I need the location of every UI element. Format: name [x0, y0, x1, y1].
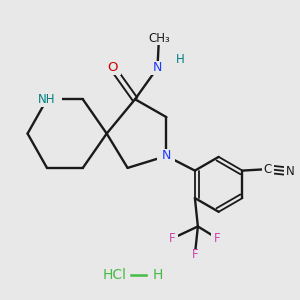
Bar — [284, 166, 296, 178]
Bar — [189, 249, 201, 261]
Bar — [144, 31, 174, 45]
Bar — [262, 163, 274, 175]
Text: N: N — [286, 165, 295, 178]
Text: NH: NH — [38, 93, 56, 106]
Bar — [104, 61, 121, 75]
Bar — [211, 232, 223, 244]
Bar — [167, 232, 178, 244]
Bar — [32, 92, 62, 107]
Bar — [148, 61, 166, 75]
Text: H: H — [152, 268, 163, 282]
Bar — [158, 149, 175, 163]
Text: C: C — [264, 163, 272, 176]
Text: N: N — [162, 149, 171, 163]
Text: N: N — [153, 61, 162, 74]
Text: F: F — [169, 232, 176, 245]
Text: O: O — [107, 61, 118, 74]
Bar — [173, 53, 187, 65]
Text: F: F — [192, 248, 198, 261]
Text: F: F — [214, 232, 220, 245]
Text: CH₃: CH₃ — [148, 32, 170, 44]
Text: H: H — [176, 53, 184, 66]
Text: HCl: HCl — [102, 268, 126, 282]
